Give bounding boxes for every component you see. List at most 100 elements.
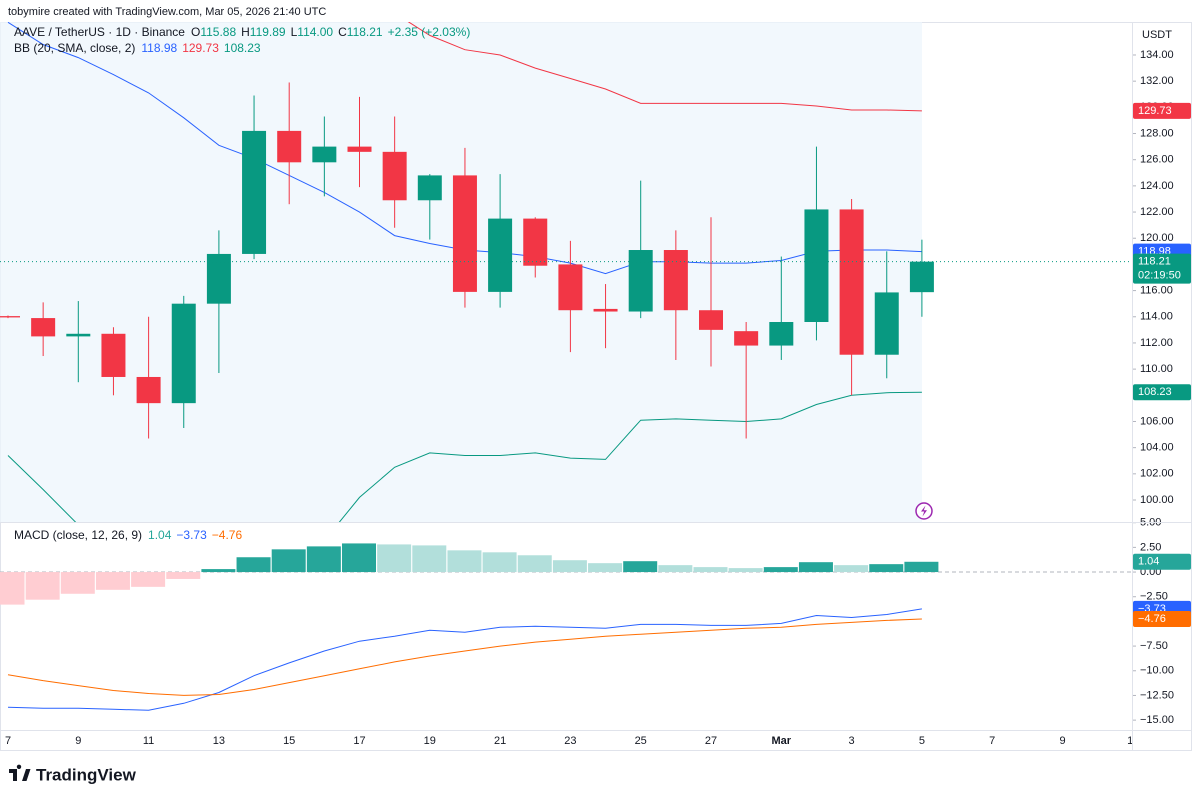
y-tick-label: 104.00: [1140, 442, 1174, 454]
y-tick-label: 126.00: [1140, 154, 1174, 166]
y-tick-label: −7.50: [1140, 640, 1168, 652]
y-tick-label: 110.00: [1140, 363, 1173, 375]
y-tick-label: 134.00: [1140, 49, 1174, 61]
candle-body: [382, 151, 407, 201]
histogram-bar: [25, 572, 60, 600]
indicator-name: BB (20, SMA, close, 2): [14, 41, 135, 55]
candle-body: [347, 146, 372, 152]
time-axis: 7 9 11 13 15 17 19 21 23 25 27 Mar 3 5 7 9 11: [5, 735, 1132, 747]
logo[interactable]: TradingView: [9, 764, 137, 785]
currency-label: USDT: [1142, 29, 1172, 41]
axis-tag-label: 1.04: [1138, 556, 1159, 568]
candle-body: [136, 376, 161, 404]
histogram-bar: [166, 572, 201, 579]
candle-body: [593, 308, 618, 312]
y-tick-label: 106.00: [1140, 415, 1174, 427]
macd-line: [7, 618, 922, 696]
y-tick-label: 120.00: [1140, 232, 1174, 244]
alert-icon[interactable]: [915, 502, 933, 520]
histogram-bar: [798, 562, 833, 573]
x-tick-label: 17: [353, 735, 365, 747]
y-tick-label: 122.00: [1140, 206, 1174, 218]
histogram-bar: [0, 572, 25, 605]
histogram-bar: [482, 552, 517, 573]
x-tick-label: 19: [424, 735, 436, 747]
candle-body: [488, 218, 513, 292]
histogram-bar: [306, 546, 341, 573]
x-tick-label: 7: [989, 735, 995, 747]
histogram-bar: [728, 568, 763, 573]
histogram-bar: [763, 567, 798, 573]
candle-body: [558, 264, 583, 311]
candle-body: [628, 250, 653, 312]
candle-body: [0, 316, 20, 318]
histogram-bar: [236, 557, 271, 573]
candle-body: [206, 253, 231, 304]
x-tick-label: Mar: [772, 735, 792, 747]
x-tick-label: 13: [213, 735, 225, 747]
histogram-bar: [201, 569, 236, 573]
x-tick-label: 5: [919, 735, 925, 747]
legend-value: 118.98: [141, 41, 177, 55]
bb-line: [407, 22, 922, 112]
ohlc-value: 115.88: [200, 25, 236, 39]
histogram-bar: [693, 567, 728, 573]
attribution: tobymire created with TradingView.com, M…: [8, 6, 326, 18]
histogram-bar: [834, 565, 869, 573]
ohlc-key: H: [241, 25, 250, 39]
legend-value: 129.73: [182, 41, 219, 55]
histogram-bar: [623, 561, 658, 573]
axis-tag: [1133, 611, 1191, 628]
alert-bolt[interactable]: [921, 505, 927, 517]
histogram-bar: [131, 572, 166, 587]
y-tick-label: 102.00: [1140, 468, 1174, 480]
histogram-bar: [869, 564, 904, 573]
candle-body: [101, 333, 126, 377]
legend-value: −4.76: [212, 528, 243, 542]
candle-body: [874, 292, 899, 355]
candle-body: [734, 331, 759, 346]
candle-body: [31, 318, 56, 337]
x-tick-label: 25: [635, 735, 647, 747]
y-tick-label: 114.00: [1140, 311, 1173, 323]
logo-mark[interactable]: [9, 764, 31, 781]
ohlc-value: 114.00: [297, 25, 333, 39]
candle-body: [523, 218, 548, 266]
y-tick-label: 124.00: [1140, 180, 1174, 192]
x-tick-label: 23: [564, 735, 576, 747]
axis-tag-label: 129.73: [1138, 105, 1172, 117]
ohlc-key: L: [291, 25, 298, 39]
x-tick-label: 11: [143, 735, 154, 747]
candle-body: [909, 261, 934, 293]
histogram-bar: [412, 545, 447, 573]
change: +2.35 (+2.03%): [388, 25, 471, 39]
candle-body: [171, 303, 196, 404]
symbol-legend: AAVE / TetherUS · 1D · Binance O115.88 H11…: [14, 25, 470, 39]
histogram-bar: [904, 561, 939, 573]
axis-tag: [1133, 384, 1191, 401]
legend-value: −3.73: [176, 528, 207, 542]
candle-body: [769, 322, 794, 346]
countdown: 02:19:50: [1138, 270, 1181, 282]
axis-tag-label: 118.21: [1138, 256, 1171, 268]
ohlc-key: O: [191, 25, 200, 39]
y-tick-label: −12.50: [1140, 689, 1174, 701]
logo-text[interactable]: TradingView: [36, 765, 137, 784]
x-tick-label: 15: [283, 735, 295, 747]
x-tick-label: 9: [1059, 735, 1065, 747]
price-pane: [0, 22, 1132, 522]
y-tick-label: 132.00: [1140, 75, 1174, 87]
ohlc-key: C: [338, 25, 347, 39]
candle-body: [242, 130, 267, 254]
candle-body: [277, 130, 302, 163]
candle-body: [452, 175, 477, 292]
candle-body: [839, 209, 864, 355]
y-tick-label: −10.00: [1140, 665, 1174, 677]
ohlc-value: 119.89: [250, 25, 286, 39]
x-tick-label: 3: [849, 735, 855, 747]
axis-tag-label: 108.23: [1138, 386, 1172, 398]
x-tick-label: 27: [705, 735, 717, 747]
legend-value: 1.04: [148, 528, 172, 542]
legend-value: 108.23: [224, 41, 261, 55]
y-tick-label: 112.00: [1140, 337, 1173, 349]
